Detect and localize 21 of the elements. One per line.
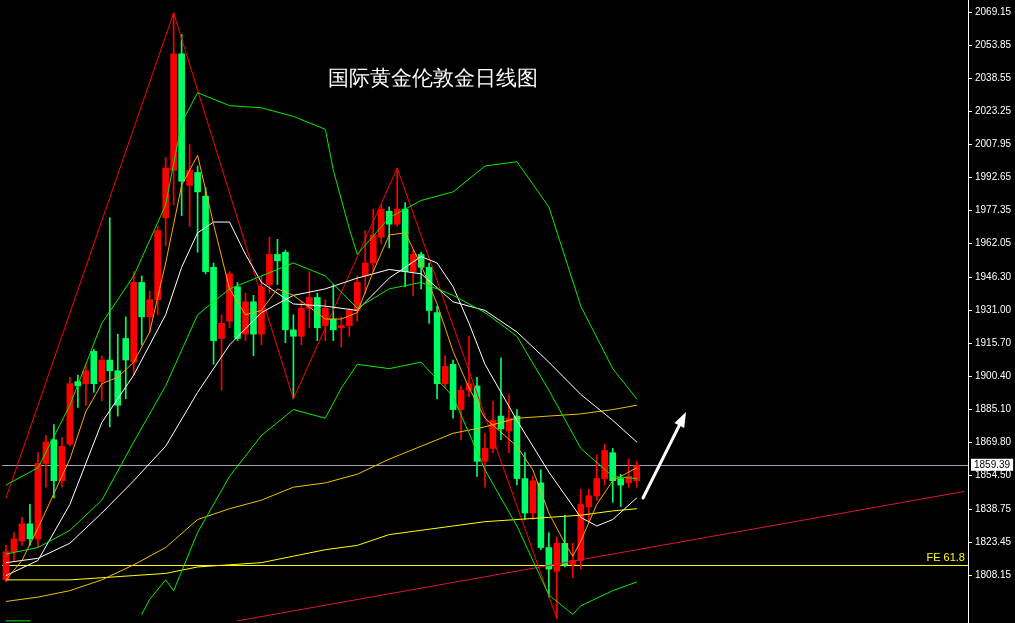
ref-line-label: FE 61.8 — [926, 551, 965, 564]
y-tick-label: 1854.50 — [975, 469, 1012, 481]
y-tick-label: 1808.15 — [975, 569, 1012, 580]
text: 国际黄金伦敦金日线图 — [328, 65, 538, 91]
y-tick-label: 1962.05 — [975, 237, 1012, 249]
y-tick-label: 1823.45 — [975, 536, 1012, 548]
y-tick-label: 1977.35 — [975, 204, 1012, 216]
y-tick-label: 2053.85 — [975, 39, 1012, 51]
y-tick-label: 2023.25 — [975, 105, 1012, 117]
y-tick-label: 1869.80 — [975, 436, 1012, 448]
y-tick-label: 1946.30 — [975, 271, 1012, 283]
y-tick-label: 1931.00 — [975, 304, 1012, 316]
y-tick-label: 1838.75 — [975, 503, 1012, 515]
y-tick-label: 2038.55 — [975, 72, 1012, 84]
y-tick-label: 1900.40 — [975, 370, 1012, 382]
ref-line-label: 1859.39 — [974, 459, 1011, 471]
y-tick-label: 1992.65 — [975, 171, 1012, 183]
y-tick-label: 2007.95 — [975, 138, 1012, 150]
y-tick-label: 2069.15 — [975, 6, 1012, 18]
y-tick-label: 1915.70 — [975, 337, 1012, 349]
y-tick-label: 1885.10 — [975, 403, 1012, 415]
